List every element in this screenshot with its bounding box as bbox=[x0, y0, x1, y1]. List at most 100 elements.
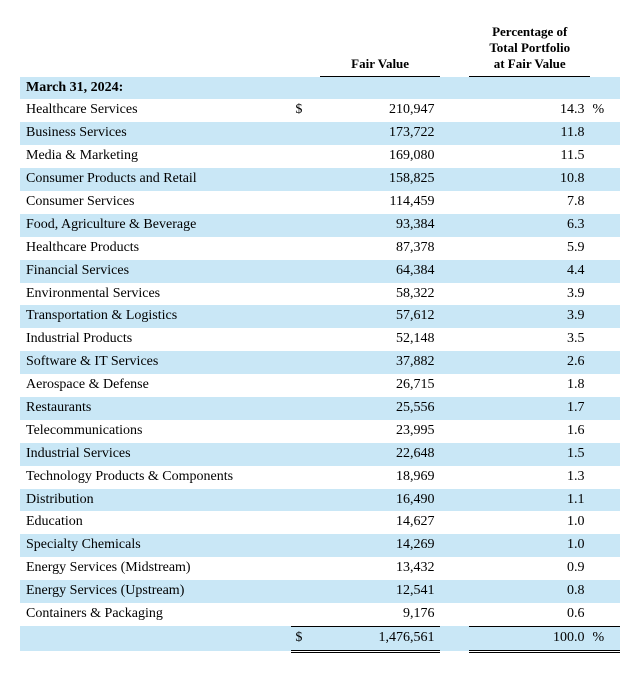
table-row: Healthcare Services$210,94714.3% bbox=[20, 99, 620, 122]
row-pct: 1.0 bbox=[469, 511, 591, 534]
row-pct-symbol bbox=[590, 351, 620, 374]
table-row: Business Services173,72211.8 bbox=[20, 122, 620, 145]
row-label: Environmental Services bbox=[20, 283, 291, 306]
row-pct-symbol bbox=[590, 283, 620, 306]
row-currency bbox=[291, 260, 319, 283]
row-pct: 11.8 bbox=[469, 122, 591, 145]
row-label: Media & Marketing bbox=[20, 145, 291, 168]
row-pct-symbol bbox=[590, 603, 620, 626]
row-currency bbox=[291, 603, 319, 626]
row-pct: 3.5 bbox=[469, 328, 591, 351]
header-pctsym-pad bbox=[590, 20, 620, 77]
table-row: Industrial Services22,6481.5 bbox=[20, 443, 620, 466]
row-currency bbox=[291, 191, 319, 214]
row-pct-symbol bbox=[590, 214, 620, 237]
row-pct: 7.8 bbox=[469, 191, 591, 214]
row-fair-value: 25,556 bbox=[320, 397, 441, 420]
total-pct-symbol: % bbox=[590, 626, 620, 651]
row-label: Technology Products & Components bbox=[20, 466, 291, 489]
portfolio-table-container: Fair Value Percentage of Total Portfolio… bbox=[20, 20, 620, 653]
row-pct-symbol bbox=[590, 420, 620, 443]
row-pct: 1.7 bbox=[469, 397, 591, 420]
row-label: Restaurants bbox=[20, 397, 291, 420]
row-pct: 1.5 bbox=[469, 443, 591, 466]
row-label: Industrial Products bbox=[20, 328, 291, 351]
row-currency bbox=[291, 397, 319, 420]
row-label: Education bbox=[20, 511, 291, 534]
row-pct-symbol bbox=[590, 397, 620, 420]
date-heading-row: March 31, 2024: bbox=[20, 77, 620, 100]
total-pct: 100.0 bbox=[469, 626, 591, 651]
row-fair-value: 57,612 bbox=[320, 305, 441, 328]
row-pct: 1.6 bbox=[469, 420, 591, 443]
row-pct-symbol bbox=[590, 466, 620, 489]
header-currency-pad bbox=[291, 20, 319, 77]
row-fair-value: 173,722 bbox=[320, 122, 441, 145]
portfolio-table-body: March 31, 2024: Healthcare Services$210,… bbox=[20, 77, 620, 652]
date-heading: March 31, 2024: bbox=[20, 77, 291, 100]
row-fair-value: 64,384 bbox=[320, 260, 441, 283]
row-pct: 0.9 bbox=[469, 557, 591, 580]
row-pct: 14.3 bbox=[469, 99, 591, 122]
table-row: Food, Agriculture & Beverage93,3846.3 bbox=[20, 214, 620, 237]
row-fair-value: 37,882 bbox=[320, 351, 441, 374]
row-fair-value: 14,269 bbox=[320, 534, 441, 557]
header-empty bbox=[20, 20, 291, 77]
row-pct-symbol bbox=[590, 191, 620, 214]
table-row: Consumer Products and Retail158,82510.8 bbox=[20, 168, 620, 191]
row-fair-value: 23,995 bbox=[320, 420, 441, 443]
row-currency bbox=[291, 214, 319, 237]
row-fair-value: 87,378 bbox=[320, 237, 441, 260]
header-gap bbox=[440, 20, 468, 77]
row-pct-symbol bbox=[590, 511, 620, 534]
row-fair-value: 12,541 bbox=[320, 580, 441, 603]
row-label: Healthcare Services bbox=[20, 99, 291, 122]
row-fair-value: 18,969 bbox=[320, 466, 441, 489]
row-currency bbox=[291, 168, 319, 191]
row-pct-symbol bbox=[590, 489, 620, 512]
table-row: Distribution16,4901.1 bbox=[20, 489, 620, 512]
row-pct-symbol bbox=[590, 260, 620, 283]
row-pct-symbol bbox=[590, 443, 620, 466]
row-label: Consumer Services bbox=[20, 191, 291, 214]
table-row: Software & IT Services37,8822.6 bbox=[20, 351, 620, 374]
row-pct: 1.1 bbox=[469, 489, 591, 512]
table-row: Specialty Chemicals 14,269 1.0 bbox=[20, 534, 620, 557]
row-label: Specialty Chemicals bbox=[20, 534, 291, 557]
header-fair-value: Fair Value bbox=[320, 20, 441, 77]
row-pct: 1.0 bbox=[469, 534, 591, 557]
row-pct-symbol bbox=[590, 122, 620, 145]
table-row: Healthcare Products 87,378 5.9 bbox=[20, 237, 620, 260]
row-pct: 1.8 bbox=[469, 374, 591, 397]
table-row: Consumer Services 114,459 7.8 bbox=[20, 191, 620, 214]
total-fair-value: 1,476,561 bbox=[320, 626, 441, 651]
row-fair-value: 114,459 bbox=[320, 191, 441, 214]
row-pct-symbol bbox=[590, 237, 620, 260]
row-currency bbox=[291, 145, 319, 168]
row-currency bbox=[291, 557, 319, 580]
row-currency bbox=[291, 374, 319, 397]
row-currency bbox=[291, 489, 319, 512]
row-pct: 11.5 bbox=[469, 145, 591, 168]
table-row: Energy Services (Upstream)12,5410.8 bbox=[20, 580, 620, 603]
row-pct: 3.9 bbox=[469, 283, 591, 306]
row-label: Energy Services (Upstream) bbox=[20, 580, 291, 603]
table-row: Restaurants 25,556 1.7 bbox=[20, 397, 620, 420]
total-row: $1,476,561100.0% bbox=[20, 626, 620, 651]
row-currency bbox=[291, 511, 319, 534]
row-pct-symbol: % bbox=[590, 99, 620, 122]
row-fair-value: 14,627 bbox=[320, 511, 441, 534]
row-pct-symbol bbox=[590, 557, 620, 580]
row-currency bbox=[291, 305, 319, 328]
row-pct: 5.9 bbox=[469, 237, 591, 260]
row-fair-value: 58,322 bbox=[320, 283, 441, 306]
row-fair-value: 52,148 bbox=[320, 328, 441, 351]
row-pct: 3.9 bbox=[469, 305, 591, 328]
row-fair-value: 169,080 bbox=[320, 145, 441, 168]
row-currency bbox=[291, 351, 319, 374]
row-currency bbox=[291, 443, 319, 466]
row-label: Distribution bbox=[20, 489, 291, 512]
row-label: Healthcare Products bbox=[20, 237, 291, 260]
row-label: Financial Services bbox=[20, 260, 291, 283]
row-currency bbox=[291, 466, 319, 489]
